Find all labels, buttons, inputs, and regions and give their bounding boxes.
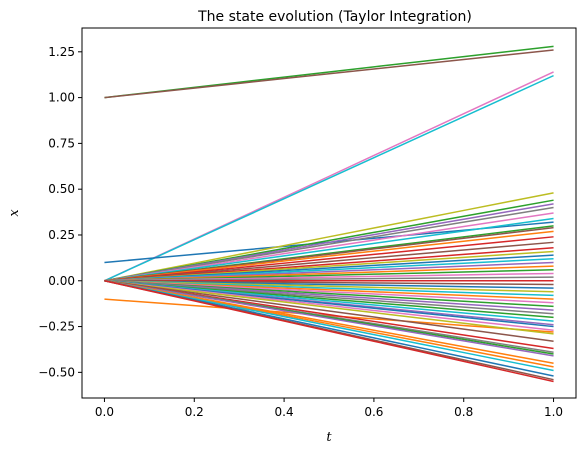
series-line-52 <box>104 280 554 383</box>
series-line-6 <box>104 192 554 282</box>
chart-title: The state evolution (Taylor Integration) <box>197 9 472 25</box>
series-line-14 <box>104 230 554 282</box>
y-tick-label: 1.25 <box>48 45 75 59</box>
x-tick-label: 0.0 <box>95 405 114 419</box>
y-tick-label: 0.50 <box>48 182 75 196</box>
plot-frame <box>81 27 577 399</box>
series-line-10 <box>104 212 554 282</box>
y-tick-label: 1.00 <box>48 91 75 105</box>
series-line-5 <box>104 298 554 333</box>
x-axis-label: t <box>326 430 332 445</box>
series-line-1 <box>104 49 554 99</box>
series-line-15 <box>104 236 554 282</box>
series-line-16 <box>104 241 554 282</box>
y-tick-label: 0.25 <box>48 228 75 242</box>
y-tick-label: 0.75 <box>48 136 75 150</box>
series-line-42 <box>104 280 554 342</box>
plot-lines <box>104 45 554 383</box>
y-axis: −0.50 −0.25 0.00 0.25 0.50 0.75 1.00 1.25 <box>38 45 82 379</box>
x-tick-label: 1.0 <box>544 405 563 419</box>
x-tick-label: 0.2 <box>185 405 204 419</box>
series-line-9 <box>104 206 554 282</box>
series-line-46 <box>104 280 554 357</box>
series-line-49 <box>104 280 554 372</box>
x-tick-label: 0.4 <box>275 405 294 419</box>
y-axis-label: x <box>7 209 22 217</box>
series-line-41 <box>104 280 554 335</box>
y-tick-label: 0.00 <box>48 274 75 288</box>
series-line-11 <box>104 217 554 282</box>
x-axis: 0.0 0.2 0.4 0.6 0.8 1.0 <box>95 398 563 419</box>
y-tick-label: −0.25 <box>38 320 75 334</box>
series-line-3 <box>104 74 554 282</box>
x-tick-label: 0.8 <box>454 405 473 419</box>
y-tick-label: −0.50 <box>38 365 75 379</box>
x-tick-label: 0.6 <box>364 405 383 419</box>
